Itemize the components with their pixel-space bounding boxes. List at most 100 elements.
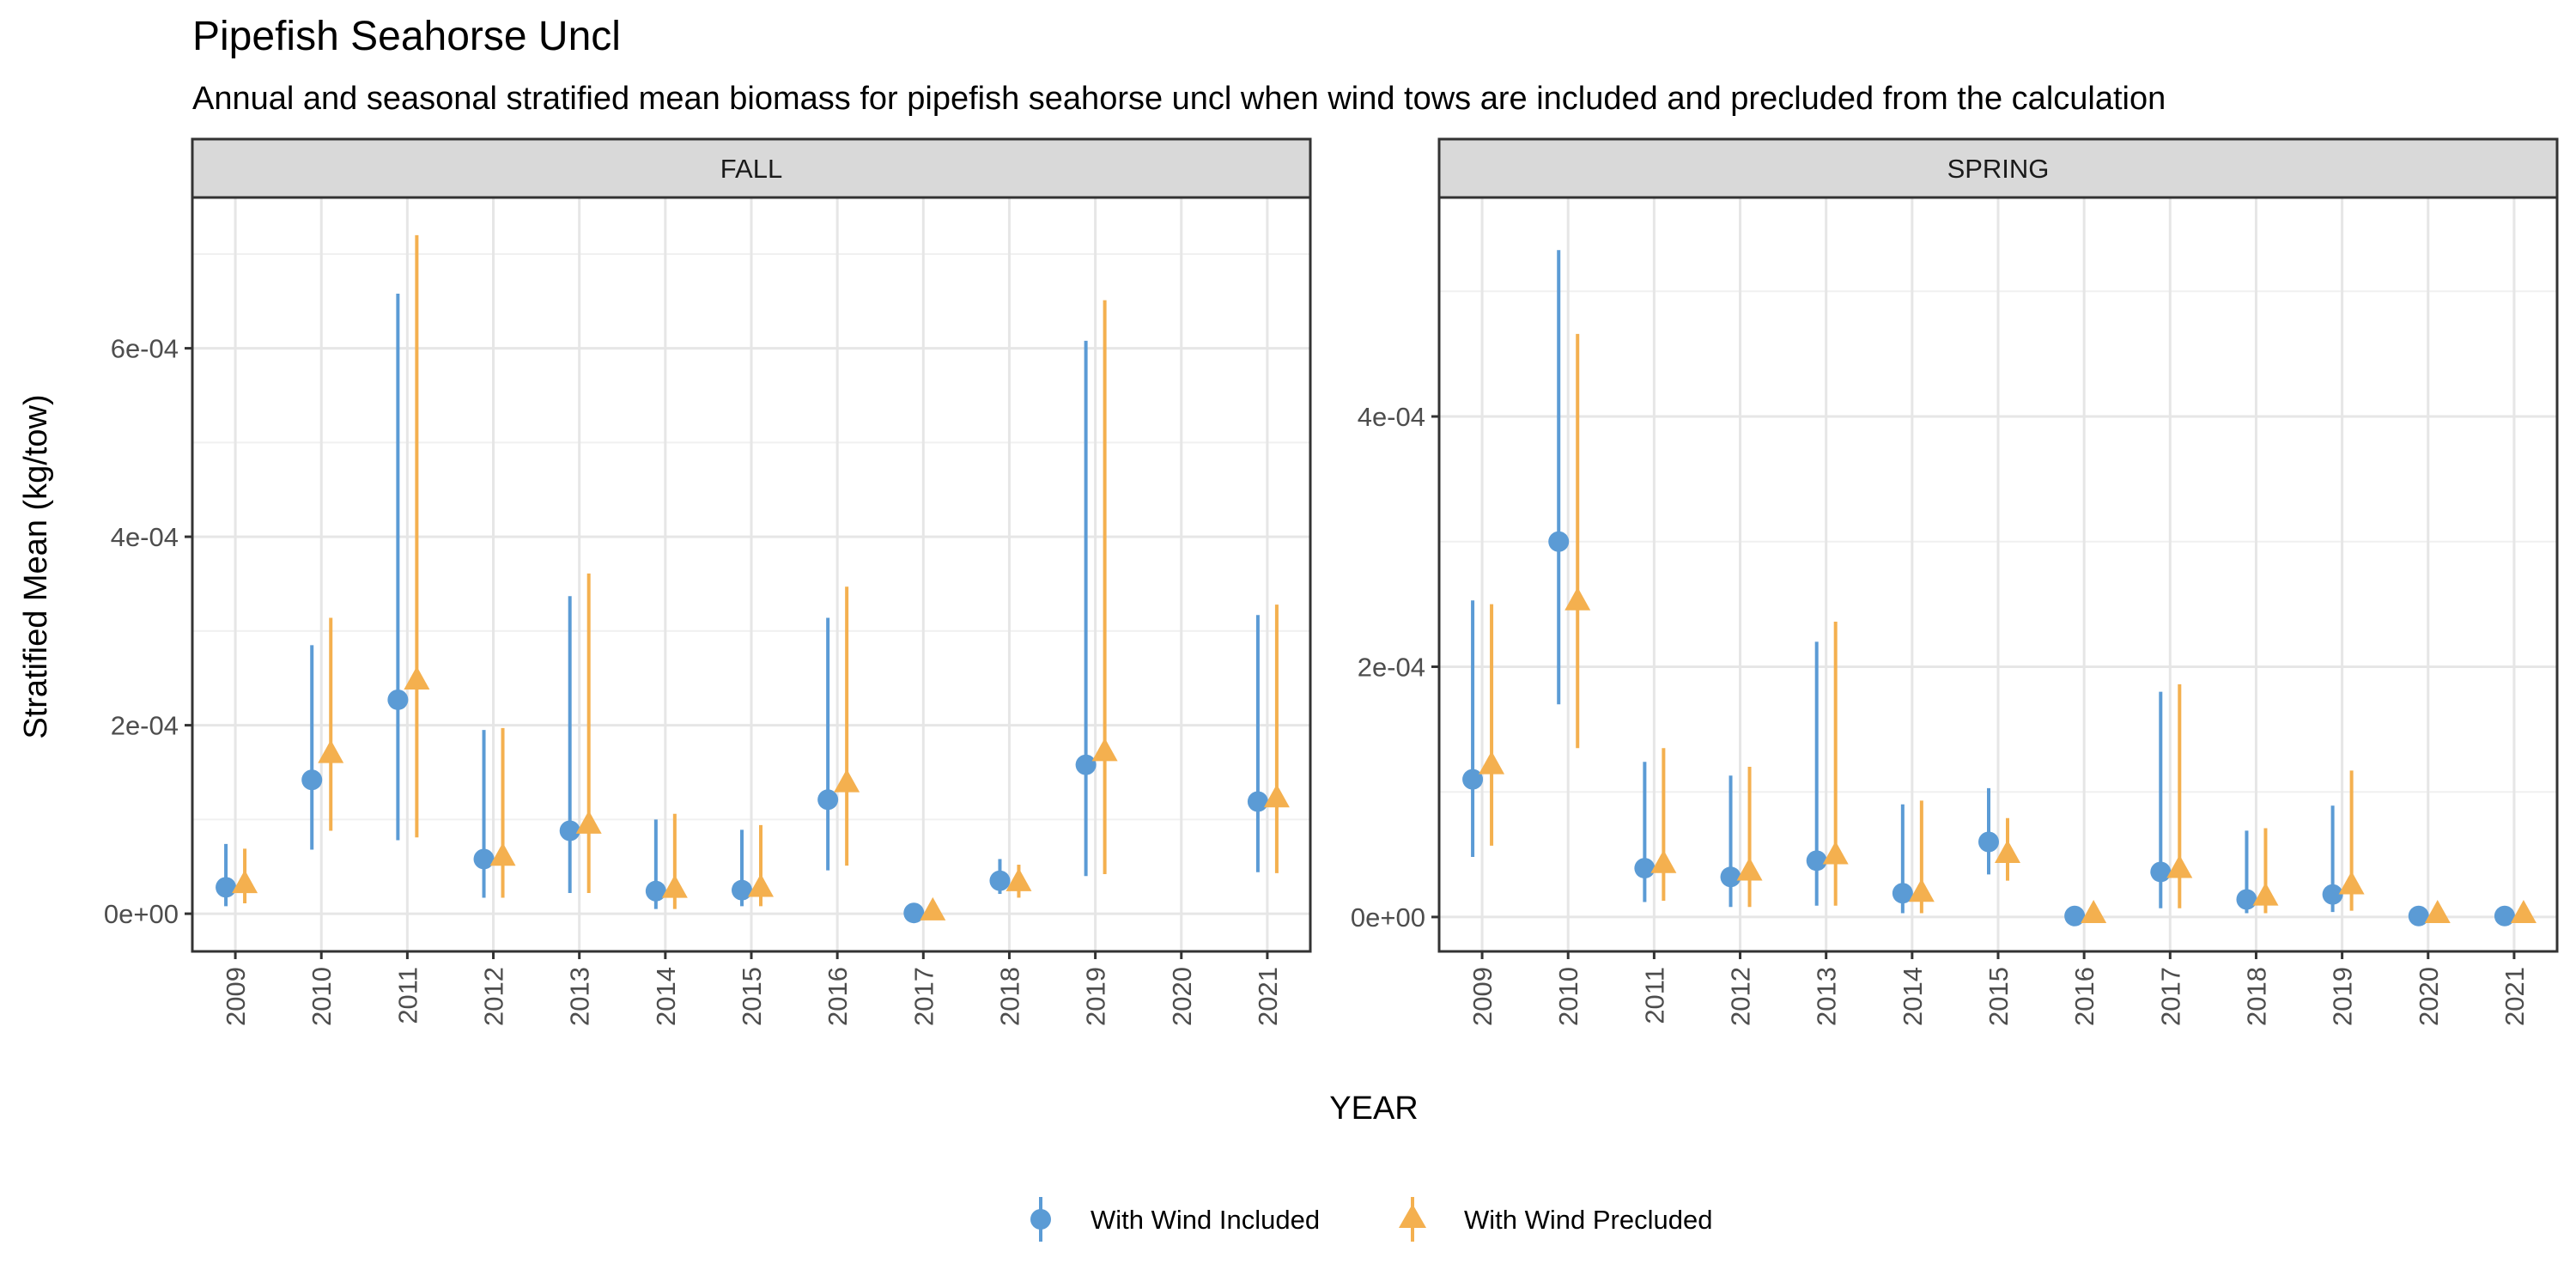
data-point bbox=[1462, 769, 1484, 790]
panel-border bbox=[1437, 196, 2559, 953]
data-point bbox=[920, 896, 946, 920]
x-tick-label: 2011 bbox=[1639, 967, 1669, 1024]
data-point bbox=[1564, 586, 1591, 611]
x-tick-label: 2016 bbox=[823, 967, 853, 1026]
chart-subtitle: Annual and seasonal stratified mean biom… bbox=[192, 81, 2166, 117]
data-point bbox=[1091, 738, 1118, 762]
data-point bbox=[2064, 905, 2086, 927]
y-tick-label: 0e+00 bbox=[1351, 902, 1425, 933]
data-point bbox=[989, 870, 1011, 891]
x-tick-label: 2013 bbox=[565, 967, 595, 1026]
x-tick-label: 2011 bbox=[392, 967, 422, 1024]
x-tick-label: 2010 bbox=[307, 967, 337, 1026]
legend-key-triangle bbox=[1399, 1204, 1426, 1228]
y-tick-label: 0e+00 bbox=[104, 899, 179, 929]
y-tick-label: 2e-04 bbox=[111, 711, 179, 741]
data-point bbox=[1479, 750, 1505, 775]
data-point bbox=[1892, 883, 1913, 904]
x-tick-label: 2009 bbox=[221, 967, 251, 1026]
y-tick-label: 2e-04 bbox=[1358, 652, 1425, 682]
facet-strip-label: FALL bbox=[720, 154, 782, 184]
x-tick-label: 2009 bbox=[1467, 967, 1498, 1026]
facet-panels: FALL 0e+00 2e-04 4e-04 6e-04 2009 2010 2011 2012… bbox=[104, 137, 2559, 1026]
y-tick-label: 4e-04 bbox=[111, 522, 179, 552]
x-tick-label: 2018 bbox=[2241, 967, 2271, 1026]
data-point bbox=[2494, 905, 2515, 927]
data-point bbox=[1736, 857, 1763, 881]
legend-key-circle bbox=[1030, 1209, 1051, 1230]
data-point bbox=[1978, 831, 1999, 853]
legend-label-wind-included: With Wind Included bbox=[1091, 1205, 1320, 1235]
data-point bbox=[2081, 900, 2107, 924]
data-point bbox=[645, 880, 666, 902]
data-point bbox=[834, 769, 860, 793]
data-point bbox=[1263, 784, 1290, 808]
data-point bbox=[2510, 900, 2537, 924]
legend-item-wind-precluded: With Wind Precluded bbox=[1399, 1197, 1712, 1242]
x-tick-label: 2012 bbox=[1726, 967, 1756, 1026]
data-point bbox=[903, 902, 925, 924]
data-point bbox=[748, 873, 774, 897]
data-point bbox=[1075, 754, 1097, 775]
x-tick-label: 2021 bbox=[2500, 967, 2530, 1026]
panel-spring: SPRING 0e+00 2e-04 4e-04 2009 2010 2011 2012 201… bbox=[1351, 137, 2559, 1026]
data-point bbox=[1806, 850, 1827, 872]
data-point bbox=[301, 769, 323, 791]
x-tick-label: 2018 bbox=[994, 967, 1024, 1026]
x-tick-label: 2019 bbox=[2328, 967, 2358, 1026]
x-tick-label: 2012 bbox=[479, 967, 509, 1026]
legend: With Wind Included With Wind Precluded bbox=[1030, 1197, 1712, 1242]
data-point bbox=[1247, 791, 1268, 812]
y-axis-label: Stratified Mean (kg/tow) bbox=[18, 394, 54, 738]
x-tick-label: 2014 bbox=[651, 967, 681, 1026]
data-point bbox=[216, 877, 237, 898]
x-tick-label: 2017 bbox=[908, 967, 939, 1026]
x-tick-label: 2020 bbox=[2414, 967, 2444, 1026]
chart-title: Pipefish Seahorse Uncl bbox=[192, 14, 621, 59]
data-point bbox=[489, 842, 516, 866]
facet-strip-label: SPRING bbox=[1947, 154, 2050, 184]
data-point bbox=[387, 689, 409, 710]
x-axis-label: YEAR bbox=[1329, 1091, 1418, 1127]
data-point bbox=[473, 848, 495, 870]
data-point bbox=[404, 666, 430, 690]
data-point bbox=[2252, 882, 2279, 906]
panel-border bbox=[191, 196, 1312, 953]
facet-strip bbox=[1437, 137, 2559, 199]
x-tick-label: 2015 bbox=[737, 967, 767, 1026]
data-point bbox=[2408, 905, 2429, 927]
x-tick-label: 2013 bbox=[1812, 967, 1842, 1026]
data-point bbox=[2166, 854, 2193, 878]
legend-item-wind-included: With Wind Included bbox=[1030, 1197, 1320, 1242]
x-tick-label: 2010 bbox=[1553, 967, 1583, 1026]
data-point bbox=[1650, 849, 1677, 873]
x-tick-label: 2016 bbox=[2069, 967, 2099, 1026]
data-point bbox=[318, 739, 344, 763]
data-point bbox=[1995, 840, 2020, 864]
x-tick-label: 2021 bbox=[1253, 967, 1283, 1026]
panel-fall: FALL 0e+00 2e-04 4e-04 6e-04 2009 2010 2011 2012… bbox=[104, 137, 1312, 1026]
data-point bbox=[2424, 900, 2451, 924]
data-point bbox=[732, 879, 752, 901]
data-point bbox=[232, 870, 258, 894]
x-tick-label: 2015 bbox=[1984, 967, 2014, 1026]
legend-label-wind-precluded: With Wind Precluded bbox=[1464, 1205, 1712, 1235]
facet-strip bbox=[191, 137, 1312, 199]
data-point bbox=[2322, 884, 2343, 905]
data-point bbox=[817, 789, 839, 811]
data-point bbox=[1720, 866, 1741, 888]
data-point bbox=[1005, 867, 1032, 891]
x-tick-label: 2017 bbox=[2155, 967, 2185, 1026]
data-point bbox=[661, 874, 688, 898]
data-point bbox=[1908, 878, 1935, 902]
data-point bbox=[559, 820, 580, 841]
y-tick-label: 6e-04 bbox=[111, 334, 179, 364]
data-point bbox=[2150, 861, 2172, 883]
data-point bbox=[2236, 889, 2257, 910]
data-point bbox=[575, 810, 602, 834]
y-tick-label: 4e-04 bbox=[1358, 402, 1425, 432]
data-point bbox=[1634, 858, 1656, 879]
x-tick-label: 2019 bbox=[1081, 967, 1111, 1026]
x-tick-label: 2014 bbox=[1898, 967, 1928, 1026]
